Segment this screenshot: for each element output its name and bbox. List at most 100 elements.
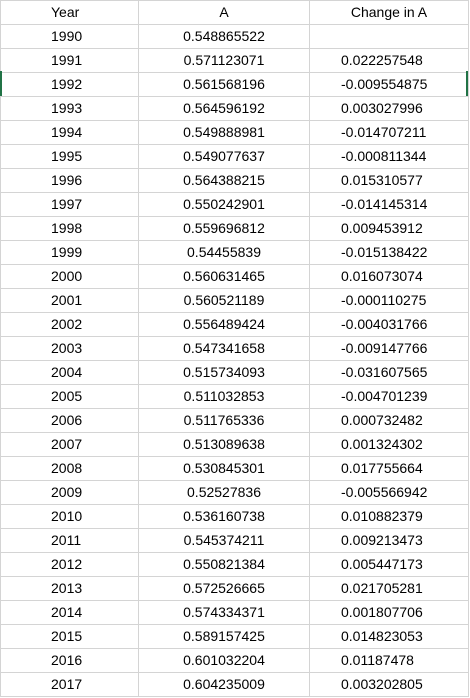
table-row: 2006 0.511765336 0.000732482 (0, 408, 469, 433)
cell-a[interactable]: 0.511765336 (138, 408, 310, 433)
cell-change[interactable]: -0.004031766 (309, 312, 469, 337)
cell-year[interactable]: 1990 (0, 24, 139, 49)
cell-a[interactable]: 0.560521189 (138, 288, 310, 313)
cell-change[interactable]: 0.009213473 (309, 528, 469, 553)
cell-change[interactable]: 0.005447173 (309, 552, 469, 577)
table-row: 1992 0.561568196 -0.009554875 (0, 72, 469, 97)
cell-a[interactable]: 0.52527836 (138, 480, 310, 505)
cell-a[interactable]: 0.513089638 (138, 432, 310, 457)
cell-a[interactable]: 0.547341658 (138, 336, 310, 361)
cell-a[interactable]: 0.574334371 (138, 600, 310, 625)
cell-a[interactable]: 0.511032853 (138, 384, 310, 409)
cell-year[interactable]: 2016 (0, 648, 139, 673)
cell-a[interactable]: 0.545374211 (138, 528, 310, 553)
cell-a[interactable]: 0.548865522 (138, 24, 310, 49)
cell-year[interactable]: 2002 (0, 312, 139, 337)
cell-change[interactable]: -0.009147766 (309, 336, 469, 361)
header-cell-change[interactable]: Change in A (309, 0, 469, 25)
cell-change[interactable]: 0.022257548 (309, 48, 469, 73)
cell-a[interactable]: 0.549077637 (138, 144, 310, 169)
cell-change[interactable]: 0.003027996 (309, 96, 469, 121)
cell-year[interactable]: 2011 (0, 528, 139, 553)
cell-change[interactable]: 0.003202805 (309, 672, 469, 697)
table-row: 1999 0.54455839 -0.015138422 (0, 240, 469, 265)
cell-a[interactable]: 0.556489424 (138, 312, 310, 337)
table-row: 2014 0.574334371 0.001807706 (0, 600, 469, 625)
cell-a[interactable]: 0.560631465 (138, 264, 310, 289)
table-row: 1997 0.550242901 -0.014145314 (0, 192, 469, 217)
cell-change[interactable]: 0.01187478 (309, 648, 469, 673)
cell-year[interactable]: 2000 (0, 264, 139, 289)
cell-change[interactable]: 0.017755664 (309, 456, 469, 481)
cell-a[interactable]: 0.550242901 (138, 192, 310, 217)
cell-change[interactable]: -0.009554875 (309, 72, 469, 97)
cell-year[interactable]: 2001 (0, 288, 139, 313)
cell-change[interactable]: -0.031607565 (309, 360, 469, 385)
cell-year[interactable]: 2017 (0, 672, 139, 697)
cell-a[interactable]: 0.530845301 (138, 456, 310, 481)
cell-a[interactable]: 0.515734093 (138, 360, 310, 385)
cell-year[interactable]: 1995 (0, 144, 139, 169)
table-row: 1998 0.559696812 0.009453912 (0, 216, 469, 241)
cell-a[interactable]: 0.550821384 (138, 552, 310, 577)
cell-change[interactable] (309, 24, 469, 49)
cell-year[interactable]: 1993 (0, 96, 139, 121)
cell-change[interactable]: 0.014823053 (309, 624, 469, 649)
cell-year[interactable]: 2010 (0, 504, 139, 529)
cell-a[interactable]: 0.589157425 (138, 624, 310, 649)
cell-change[interactable]: -0.000110275 (309, 288, 469, 313)
cell-change[interactable]: -0.000811344 (309, 144, 469, 169)
cell-year[interactable]: 1991 (0, 48, 139, 73)
cell-year[interactable]: 2013 (0, 576, 139, 601)
cell-year[interactable]: 2012 (0, 552, 139, 577)
cell-a[interactable]: 0.536160738 (138, 504, 310, 529)
cell-year[interactable]: 2003 (0, 336, 139, 361)
table-row: 2004 0.515734093 -0.031607565 (0, 360, 469, 385)
cell-year[interactable]: 2009 (0, 480, 139, 505)
cell-year[interactable]: 1999 (0, 240, 139, 265)
cell-year[interactable]: 1996 (0, 168, 139, 193)
cell-year[interactable]: 1994 (0, 120, 139, 145)
cell-year[interactable]: 2005 (0, 384, 139, 409)
cell-change[interactable]: -0.005566942 (309, 480, 469, 505)
cell-change[interactable]: 0.000732482 (309, 408, 469, 433)
cell-year[interactable]: 2007 (0, 432, 139, 457)
cell-year[interactable]: 1998 (0, 216, 139, 241)
cell-a[interactable]: 0.564596192 (138, 96, 310, 121)
table-row: 1990 0.548865522 (0, 24, 469, 49)
cell-year[interactable]: 2008 (0, 456, 139, 481)
cell-year[interactable]: 1992 (0, 72, 139, 97)
header-cell-year[interactable]: Year (0, 0, 139, 25)
cell-change[interactable]: 0.009453912 (309, 216, 469, 241)
cell-year[interactable]: 2015 (0, 624, 139, 649)
cell-a[interactable]: 0.54455839 (138, 240, 310, 265)
cell-a[interactable]: 0.604235009 (138, 672, 310, 697)
cell-year[interactable]: 2014 (0, 600, 139, 625)
cell-change[interactable]: -0.014145314 (309, 192, 469, 217)
cell-a[interactable]: 0.561568196 (138, 72, 310, 97)
table-row: 1996 0.564388215 0.015310577 (0, 168, 469, 193)
cell-year[interactable]: 2004 (0, 360, 139, 385)
cell-change[interactable]: 0.010882379 (309, 504, 469, 529)
cell-change[interactable]: 0.021705281 (309, 576, 469, 601)
cell-change[interactable]: 0.016073074 (309, 264, 469, 289)
cell-a[interactable]: 0.564388215 (138, 168, 310, 193)
table-row: 1994 0.549888981 -0.014707211 (0, 120, 469, 145)
cell-change[interactable]: -0.004701239 (309, 384, 469, 409)
cell-a[interactable]: 0.559696812 (138, 216, 310, 241)
header-row: Year A Change in A (0, 0, 469, 25)
header-cell-a[interactable]: A (138, 0, 310, 25)
table-row: 2001 0.560521189 -0.000110275 (0, 288, 469, 313)
cell-a[interactable]: 0.601032204 (138, 648, 310, 673)
cell-year[interactable]: 1997 (0, 192, 139, 217)
cell-change[interactable]: -0.014707211 (309, 120, 469, 145)
cell-change[interactable]: 0.001324302 (309, 432, 469, 457)
cell-a[interactable]: 0.549888981 (138, 120, 310, 145)
cell-a[interactable]: 0.571123071 (138, 48, 310, 73)
cell-year[interactable]: 2006 (0, 408, 139, 433)
cell-change[interactable]: 0.015310577 (309, 168, 469, 193)
cell-change[interactable]: 0.001807706 (309, 600, 469, 625)
cell-change[interactable]: -0.015138422 (309, 240, 469, 265)
cell-a[interactable]: 0.572526665 (138, 576, 310, 601)
